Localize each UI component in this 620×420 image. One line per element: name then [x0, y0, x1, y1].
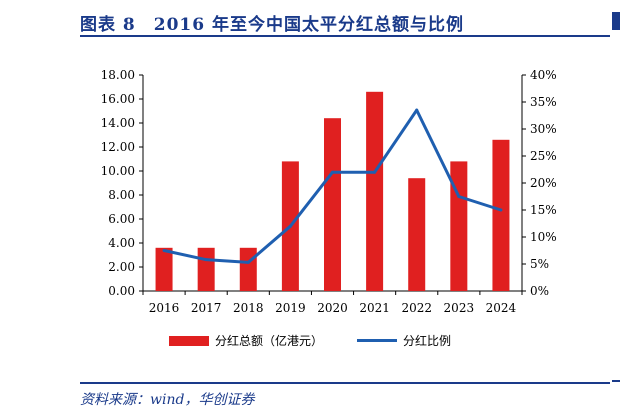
x-tick-label: 2024	[486, 301, 517, 315]
x-tick-label: 2018	[233, 301, 264, 315]
line-point-2024	[499, 208, 503, 212]
left-tick-label: 12.00	[101, 140, 135, 154]
left-tick-label: 14.00	[101, 116, 135, 130]
right-tick-label: 20%	[530, 176, 557, 190]
x-tick-label: 2016	[149, 301, 180, 315]
bar-2022	[408, 178, 426, 291]
x-tick-label: 2021	[359, 301, 390, 315]
right-tick-label: 15%	[530, 203, 557, 217]
legend-label-bar: 分红总额（亿港元）	[214, 334, 323, 348]
bar-2021	[366, 91, 384, 291]
tick-labels: 0.00 2.00 4.00 6.00 8.00 10.00 12.00 14.00 16.00…	[101, 68, 557, 315]
bar-2020	[324, 118, 341, 291]
left-tick-label: 2.00	[108, 260, 135, 274]
right-tick-label: 5%	[530, 257, 549, 271]
right-tick-label: 25%	[530, 149, 557, 163]
bottom-rule	[80, 382, 610, 384]
line-point-2019	[288, 224, 292, 228]
x-tick-label: 2023	[444, 301, 475, 315]
legend-label-line: 分红比例	[403, 334, 452, 348]
right-tick-label: 35%	[530, 95, 557, 109]
bar-2023	[450, 161, 468, 291]
left-tick-label: 10.00	[101, 164, 135, 178]
combo-chart: 0.00 2.00 4.00 6.00 8.00 10.00 12.00 14.00 16.00…	[101, 68, 557, 315]
line-point-2021	[373, 170, 377, 174]
line-point-2020	[331, 170, 334, 174]
left-tick-label: 6.00	[108, 212, 135, 226]
left-tick-label: 8.00	[108, 188, 135, 202]
line-series	[162, 108, 503, 264]
left-tick-label: 16.00	[101, 92, 135, 106]
line-point-2017	[204, 258, 208, 262]
line-point-2016	[162, 249, 166, 252]
chart-legend: 分红总额（亿港元） 分红比例	[0, 332, 620, 349]
x-tick-label: 2019	[275, 301, 306, 315]
bar-2024	[492, 139, 510, 291]
bar-2017	[197, 247, 215, 291]
left-tick-label: 0.00	[108, 284, 135, 298]
left-tick-label: 18.00	[101, 68, 135, 82]
bar-2016	[155, 247, 173, 291]
bar-2018	[239, 247, 257, 291]
line-point-2018	[246, 260, 250, 264]
left-tick-label: 4.00	[108, 236, 135, 250]
bottom-edge-mark	[612, 380, 620, 382]
line-point-2022	[415, 108, 419, 112]
right-tick-label: 10%	[530, 230, 557, 244]
edge-mark	[612, 12, 620, 30]
figure-title: 图表 8 2016 年至今中国太平分红总额与比例	[80, 15, 464, 35]
line-point-2023	[457, 195, 461, 198]
right-tick-label: 0%	[530, 284, 549, 298]
right-tick-label: 40%	[530, 68, 557, 82]
x-tick-label: 2020	[317, 301, 348, 315]
source-note: 资料来源：wind，华创证券	[80, 392, 255, 408]
bar-series	[155, 91, 510, 291]
x-tick-label: 2022	[401, 301, 432, 315]
right-tick-label: 30%	[530, 122, 557, 136]
x-tick-label: 2017	[191, 301, 222, 315]
title-rule	[80, 35, 610, 37]
legend-swatch-bar	[168, 335, 209, 346]
legend-item-bar: 分红总额（亿港元）	[168, 332, 323, 349]
legend-swatch-line	[357, 339, 397, 342]
legend-item-line: 分红比例	[357, 332, 451, 349]
